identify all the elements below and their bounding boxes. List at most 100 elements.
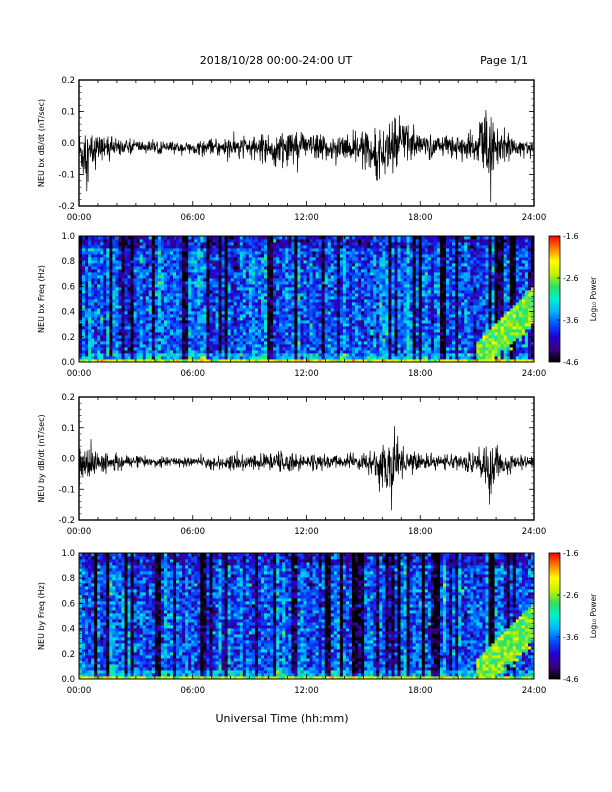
spectrogram-cell (121, 311, 125, 315)
spectrogram-cell (106, 305, 110, 309)
spectrogram-cell (91, 266, 95, 270)
spectrogram-cell (94, 236, 98, 240)
spectrogram-cell (179, 314, 183, 318)
spectrogram-cell (391, 293, 395, 297)
spectrogram-cell (203, 311, 207, 315)
spectrogram-cell (136, 338, 141, 342)
spectrogram-cell (312, 248, 316, 252)
spectrogram-cell (309, 290, 313, 294)
spectrogram-cell (100, 323, 104, 327)
spectrogram-cell (166, 350, 171, 354)
spectrogram-cell (264, 260, 268, 264)
spectrogram-cell (179, 254, 183, 258)
spectrogram-cell (379, 287, 383, 291)
spectrogram-cell (179, 329, 183, 333)
spectrogram-cell (312, 326, 316, 330)
spectrogram-cell (300, 356, 304, 360)
spectrogram-cell (230, 296, 235, 300)
spectrogram-cell (406, 344, 411, 348)
spectrogram-cell (185, 260, 189, 264)
spectrogram-cell (163, 257, 168, 261)
spectrogram-cell (245, 353, 250, 357)
spectrogram-cell (148, 302, 153, 306)
spectrogram-cell (285, 338, 289, 342)
spectrogram-cell (85, 269, 89, 273)
spectrogram-cell (385, 269, 389, 273)
spectrogram-cell (270, 290, 274, 294)
spectrogram-cell (294, 332, 298, 336)
spectrogram-cell (197, 359, 201, 363)
spectrogram-cell (327, 284, 332, 288)
spectrogram-cell (242, 302, 247, 306)
spectrogram-cell (315, 296, 320, 300)
spectrogram-cell (215, 329, 219, 333)
spectrogram-cell (245, 239, 250, 243)
spectrogram-cell (261, 257, 265, 261)
spectrogram-cell (285, 329, 289, 333)
spectrogram-cell (163, 326, 168, 330)
spectrogram-cell (203, 305, 207, 309)
spectrogram-cell (376, 260, 380, 264)
spectrogram-cell (124, 308, 128, 312)
spectrogram-cell (209, 254, 213, 258)
spectrogram-cell (382, 293, 386, 297)
spectrogram-cell (330, 338, 335, 342)
spectrogram-cell (276, 293, 280, 297)
spectrogram-cell (224, 323, 229, 327)
spectrogram-cell (242, 335, 247, 339)
spectrogram-cell (173, 281, 177, 285)
spectrogram-cell (112, 254, 116, 258)
spectrogram-cell (139, 326, 144, 330)
spectrogram-cell (373, 329, 377, 333)
spectrogram-cell (103, 281, 107, 285)
spectrogram-cell (288, 338, 292, 342)
spectrogram-cell (318, 335, 323, 339)
spectrogram-cell (364, 296, 368, 300)
spectrogram-cell (160, 323, 165, 327)
spectrogram-cell (297, 335, 301, 339)
spectrogram-cell (254, 356, 259, 360)
spectrogram-cell (82, 299, 86, 303)
spectrogram-cell (94, 239, 98, 243)
spectrogram-cell (230, 359, 235, 363)
spectrogram-cell (127, 323, 131, 327)
spectrogram-cell (239, 320, 244, 324)
spectrogram-cell (245, 302, 250, 306)
spectrogram-cell (100, 344, 104, 348)
spectrogram-cell (215, 320, 219, 324)
spectrogram-cell (239, 326, 244, 330)
spectrogram-cell (182, 248, 186, 252)
spectrogram-cell (385, 314, 389, 318)
spectrogram-cell (154, 278, 159, 282)
spectrogram-cell (264, 356, 268, 360)
spectrogram-cell (270, 359, 274, 363)
spectrogram-cell (85, 347, 89, 351)
spectrogram-cell (170, 341, 174, 345)
spectrogram-cell (257, 338, 262, 342)
spectrogram-cell (170, 350, 174, 354)
spectrogram-cell (209, 278, 213, 282)
spectrogram-cell (367, 347, 371, 351)
spectrogram-cell (79, 344, 83, 348)
spectrogram-cell (254, 359, 259, 363)
spectrogram-cell (327, 317, 332, 321)
spectrogram-cell (88, 278, 92, 282)
spectrogram-cell (109, 260, 113, 264)
spectrogram-cell (163, 263, 168, 267)
spectrogram-cell (127, 311, 131, 315)
spectrogram-cell (257, 359, 262, 363)
spectrogram-cell (294, 314, 298, 318)
spectrogram-cell (248, 311, 253, 315)
spectrogram-cell (364, 275, 368, 279)
spectrogram-cell (376, 314, 380, 318)
spectrogram-cell (218, 284, 222, 288)
spectrogram-cell (373, 245, 377, 249)
spectrogram-cell (373, 269, 377, 273)
spectrogram-cell (133, 323, 138, 327)
spectrogram-cell (82, 344, 86, 348)
spectrogram-cell (400, 302, 404, 306)
spectrogram-cell (324, 287, 329, 291)
spectrogram-cell (415, 257, 420, 261)
spectrogram-cell (103, 236, 107, 240)
spectrogram-cell (382, 353, 386, 357)
